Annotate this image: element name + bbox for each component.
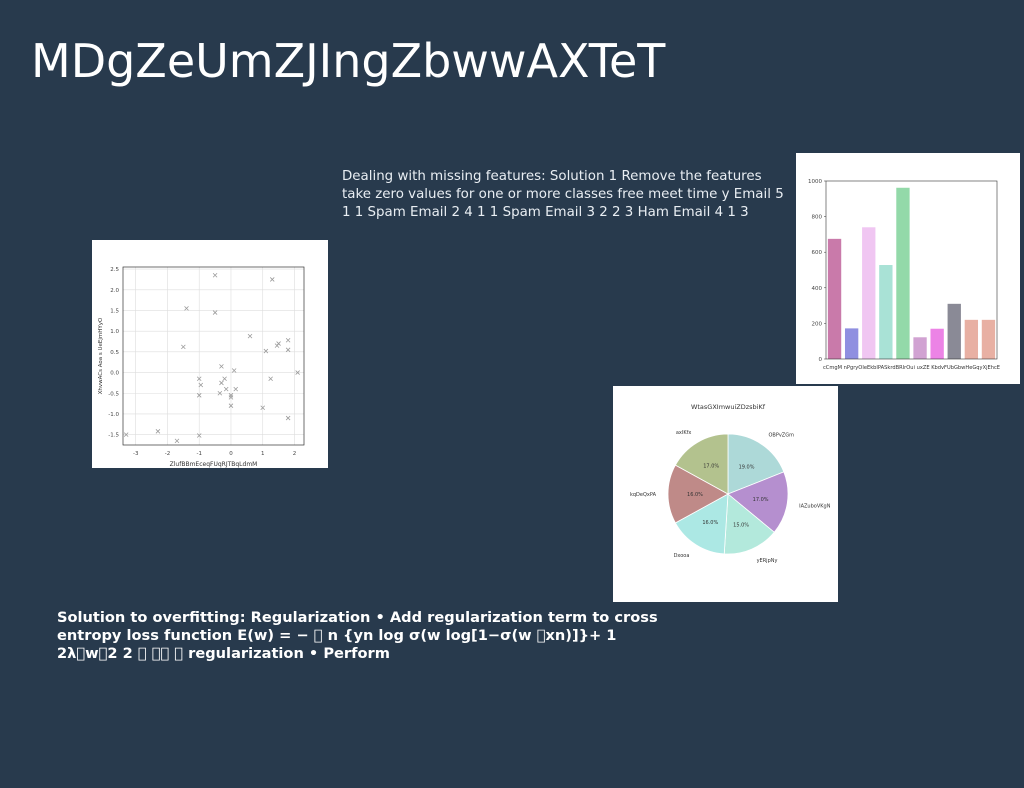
scatter-point [295, 370, 300, 375]
pie-chart-panel: WtasGXImwuiZDzsbiKf 19.0% OBPvZGm 17.0% IAZu… [613, 386, 838, 602]
bar-chart-panel: 0 200 400 600 800 1000 cCmgM nPgryOIeEkbIPASkr… [796, 153, 1020, 384]
scatter-chart: -3 -2 -1 0 1 2 -1.5 -1.0 -0.5 0.0 0.5 1.0 1.5 2.0 2.5 Z… [98, 266, 305, 468]
x-tick-label: 0 [229, 451, 233, 457]
scatter-point [217, 390, 223, 396]
pie-category-label: kqDeQxPA [630, 492, 657, 498]
y-tick-label: -0.5 [108, 391, 119, 397]
y-tick-label: 2.0 [110, 288, 119, 294]
overfitting-paragraph: Solution to overfitting: Regularization … [57, 609, 658, 662]
slide-title: MDgZeUmZJIngZbwwAXTeT [31, 34, 666, 88]
x-tick-label: 1 [261, 451, 265, 457]
pie-category-label: axIKfx [676, 430, 692, 436]
y-tick-label: 0.0 [110, 371, 119, 377]
scatter-point [285, 337, 291, 343]
bar [981, 319, 996, 359]
scatter-point [196, 393, 202, 398]
pie-slice [674, 433, 729, 495]
scatter-point [233, 386, 239, 392]
scatter-point [181, 344, 186, 350]
x-tick-label: 2 [293, 451, 297, 457]
scatter-point [285, 347, 291, 353]
scatter-point [196, 433, 202, 438]
y-tick-label: 1000 [808, 179, 822, 185]
pie-slice [723, 493, 775, 555]
scatter-point [263, 348, 269, 354]
scatter-point [228, 395, 234, 400]
y-tick-label: 600 [812, 250, 823, 256]
scatter-point [228, 393, 234, 398]
bar [930, 328, 944, 359]
scatter-point [222, 376, 227, 382]
scatter-point [223, 386, 229, 392]
plot-frame [122, 266, 305, 446]
y-tick-label: 1.0 [110, 329, 119, 335]
bar [879, 265, 893, 359]
scatter-point [228, 403, 234, 408]
y-tick-label: 200 [812, 321, 823, 327]
x-axis-label: ZlufBBmEceqFUqRJTBqLdmM [170, 461, 258, 468]
plot-frame [825, 180, 998, 360]
scatter-point [123, 432, 129, 437]
pie-slice [727, 471, 789, 533]
pie-pct-label: 15.0% [733, 522, 749, 528]
scatter-point [212, 272, 218, 278]
scatter-point [219, 364, 224, 369]
bar-chart: 0 200 400 600 800 1000 cCmgM nPgryOIeEkbIPASkr… [808, 179, 1000, 371]
bar [896, 187, 910, 359]
pie-pct-label: 16.0% [687, 492, 703, 498]
scatter-point [174, 438, 180, 444]
pie-slice [727, 433, 785, 495]
y-tick-label: 1.5 [110, 308, 119, 314]
x-tick-labels: cCmgM nPgryOIeEkbIPASkrdBRIrOui uxZE Kbd… [823, 365, 1000, 371]
scatter-point [276, 341, 281, 346]
y-tick-label: 0.5 [110, 350, 119, 356]
x-tick-label: -3 [133, 451, 139, 457]
scatter-point [231, 368, 237, 373]
pie-slice [667, 464, 729, 524]
bar [844, 328, 859, 359]
pie-category-label: yERjpNy [757, 558, 778, 564]
x-tick-label: -1 [196, 451, 201, 457]
bar [913, 337, 927, 359]
y-tick-label: 400 [812, 286, 823, 292]
pie-pct-label: 17.0% [703, 464, 719, 470]
y-axis-label: XhvwACs Aoa s UeEjmHYyO [98, 317, 104, 394]
missing-features-paragraph: Dealing with missing features: Solution … [342, 169, 784, 220]
scatter-point [247, 333, 253, 339]
bar [964, 319, 979, 359]
scatter-point [196, 376, 202, 382]
scatter-chart-panel: -3 -2 -1 0 1 2 -1.5 -1.0 -0.5 0.0 0.5 1.0 1.5 2.0 2.5 Z… [92, 240, 328, 468]
scatter-point [155, 429, 161, 434]
y-tick-label: 2.5 [110, 267, 119, 273]
bar [947, 303, 961, 359]
scatter-point [285, 415, 291, 421]
scatter-point [268, 376, 273, 382]
y-tick-label: -1.0 [108, 412, 119, 418]
pie-pct-label: 16.0% [702, 520, 718, 526]
pie-category-label: OBPvZGm [768, 432, 794, 438]
y-tick-label: -1.5 [108, 433, 119, 439]
y-tick-label: 0 [819, 357, 823, 363]
pie-pct-label: 19.0% [739, 465, 755, 471]
pie-chart: WtasGXImwuiZDzsbiKf 19.0% OBPvZGm 17.0% IAZu… [630, 403, 831, 564]
scatter-point [184, 306, 189, 311]
scatter-point [219, 380, 224, 386]
x-tick-label: -2 [165, 451, 170, 457]
scatter-point [260, 405, 266, 411]
pie-category-label: IAZuboVKgN [799, 503, 831, 509]
pie-slice [674, 493, 729, 555]
pie-category-label: Dxooa [674, 553, 690, 559]
pie-pct-label: 17.0% [753, 497, 769, 503]
scatter-point [212, 310, 218, 315]
pie-title: WtasGXImwuiZDzsbiKf [691, 403, 766, 411]
scatter-point [269, 277, 275, 282]
bar [827, 238, 842, 359]
scatter-point [198, 382, 204, 388]
y-tick-label: 800 [812, 215, 823, 221]
bar [862, 227, 876, 359]
